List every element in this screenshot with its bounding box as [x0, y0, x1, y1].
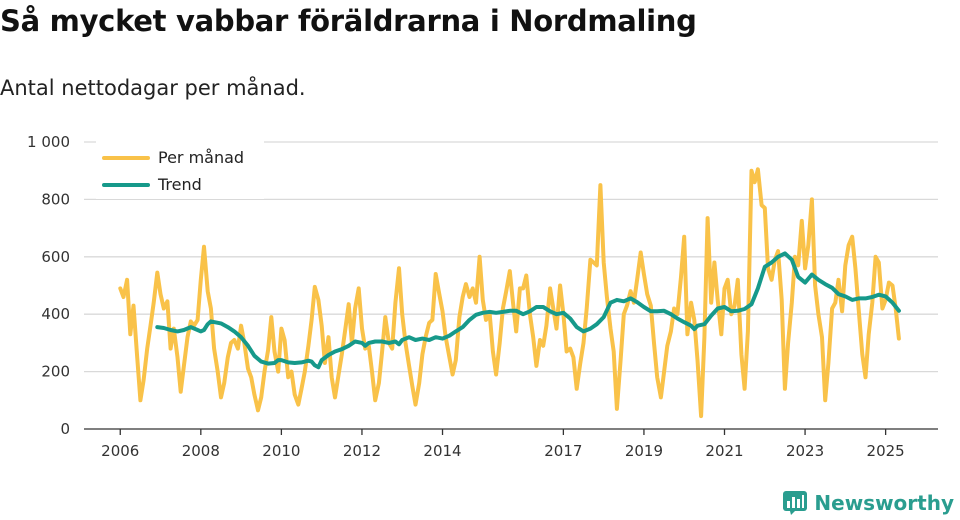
x-tick-label-2023: 2023	[786, 442, 824, 460]
legend-box	[96, 141, 264, 199]
series-line-trend	[155, 251, 901, 370]
y-tick-label-0: 0	[60, 420, 70, 438]
x-axis: 2006 2008 2010 2012 2014 2017 2019 2021 2023 2025	[84, 428, 938, 460]
x-tick-label-2019: 2019	[625, 442, 663, 460]
chart-title: Så mycket vabbar föräldrarna i Nordmalin…	[0, 4, 697, 38]
chart-subtitle: Antal nettodagar per månad.	[0, 76, 306, 100]
x-tick-label-2017: 2017	[544, 442, 582, 460]
legend-label-trend: Trend	[157, 175, 202, 194]
x-tick-label-2008: 2008	[182, 442, 220, 460]
legend: Per månad Trend	[96, 141, 264, 199]
x-tick-label-2006: 2006	[101, 442, 139, 460]
x-tick-label-2025: 2025	[867, 442, 905, 460]
y-tick-label-400: 400	[41, 305, 70, 323]
x-tick-label-2012: 2012	[343, 442, 381, 460]
brand-logo: Newsworthy	[782, 490, 954, 516]
y-tick-label-200: 200	[41, 363, 70, 381]
legend-label-per-manad: Per månad	[158, 148, 244, 167]
series-line-per-manad	[118, 167, 901, 419]
y-tick-label-1000: 1 000	[27, 133, 70, 151]
series-layer	[118, 167, 901, 419]
y-tick-label-600: 600	[41, 248, 70, 266]
bar-chart-badge-icon	[783, 491, 808, 515]
x-tick-label-2021: 2021	[705, 442, 743, 460]
y-tick-label-800: 800	[41, 190, 70, 208]
y-axis: 0 200 400 600 800 1 000	[27, 133, 70, 438]
x-tick-label-2014: 2014	[423, 442, 461, 460]
x-tick-label-2010: 2010	[262, 442, 300, 460]
brand-name: Newsworthy	[814, 491, 954, 515]
